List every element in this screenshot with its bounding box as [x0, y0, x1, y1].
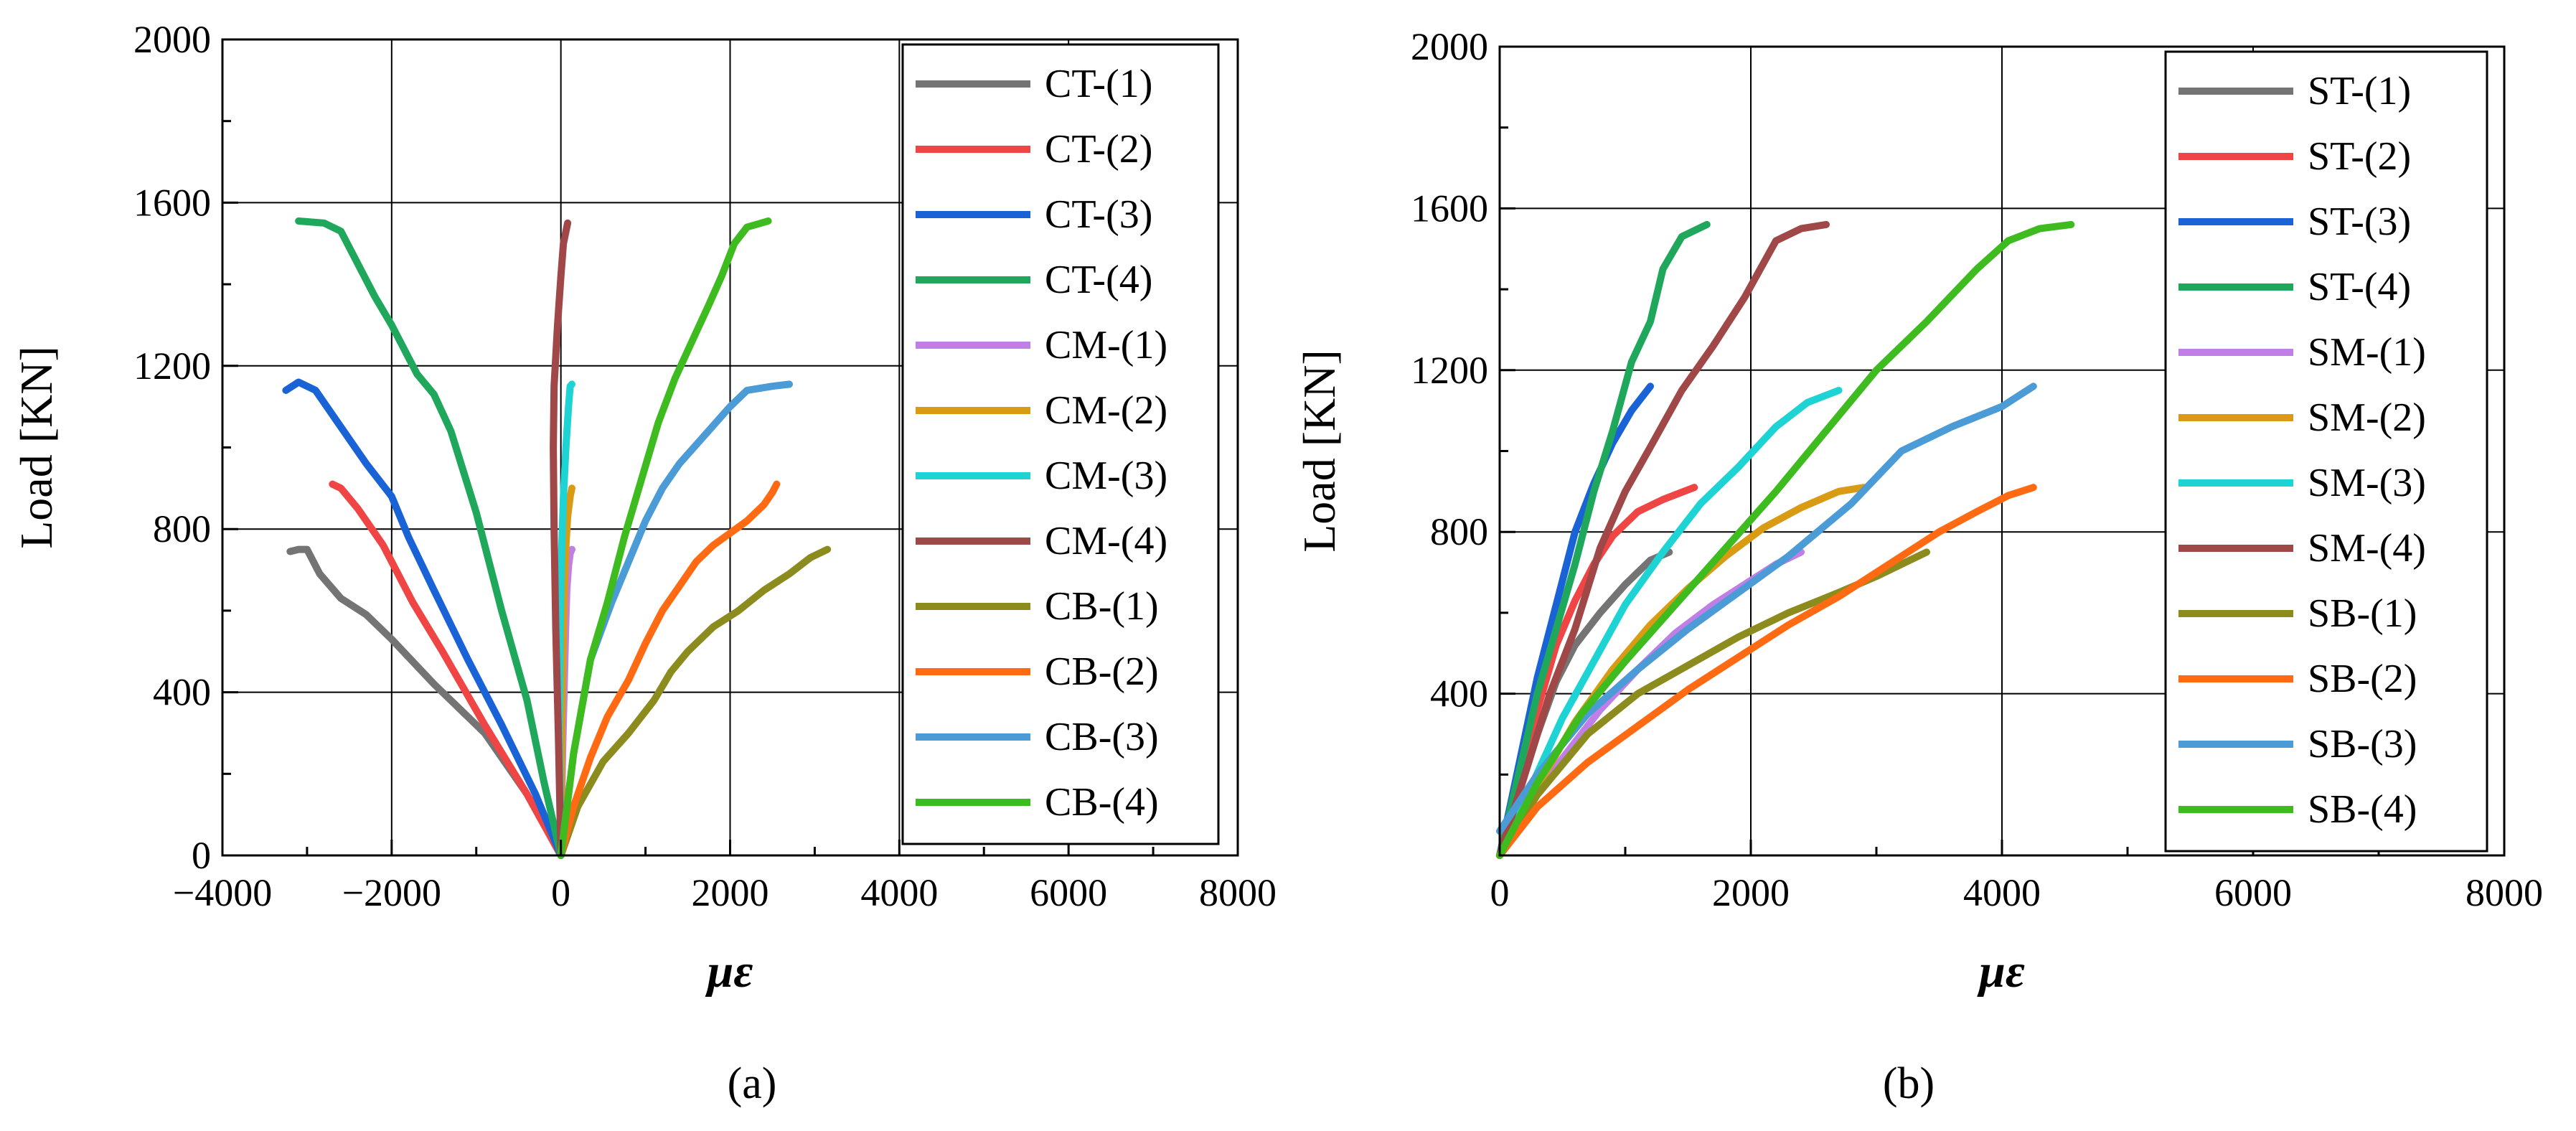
legend-label: SM-(1)	[2308, 330, 2426, 375]
y-tick-label: 1600	[1411, 187, 1488, 230]
legend-label: CM-(2)	[1045, 388, 1167, 433]
x-tick-label: −2000	[342, 871, 441, 914]
series-line-ST-(4)	[1496, 220, 1711, 859]
legend-label: CT-(2)	[1045, 127, 1152, 172]
legend-label: CB-(2)	[1045, 649, 1159, 694]
x-axis-label: με	[1977, 945, 2025, 998]
series-line-CT-(2)	[329, 480, 565, 859]
legend-label: SB-(2)	[2308, 657, 2417, 701]
legend-label: CB-(4)	[1045, 780, 1159, 825]
legend-label: SB-(4)	[2308, 787, 2417, 832]
series-line-CB-(4)	[557, 217, 772, 859]
legend-label: CT-(1)	[1045, 62, 1152, 106]
y-axis-label: Load [KN]	[11, 346, 62, 549]
legend-box	[2164, 50, 2488, 853]
series-line-SM-(3)	[1496, 387, 1843, 859]
legend-label: ST-(2)	[2308, 134, 2411, 179]
legend-label: SB-(3)	[2308, 722, 2417, 766]
y-tick-label: 800	[153, 507, 211, 550]
y-tick-label: 1600	[133, 181, 211, 224]
legend-label: SB-(1)	[2308, 591, 2417, 636]
legend-label: SM-(3)	[2308, 461, 2426, 505]
legend-label: CT-(4)	[1045, 258, 1152, 302]
y-tick-label: 400	[153, 671, 211, 714]
legend-label: ST-(4)	[2308, 265, 2411, 309]
series-line-SB-(3)	[1496, 383, 2037, 835]
x-tick-label: 6000	[1030, 871, 1107, 914]
chart-panel-b: 0 2000 4000 6000 8000 400 800 1200 1600 2000 Load …	[1294, 25, 2543, 998]
legend-label: CB-(3)	[1045, 715, 1159, 759]
x-tick-label: 2000	[1712, 871, 1790, 914]
y-tick-label: 2000	[1411, 25, 1488, 68]
series-line-SB-(4)	[1496, 220, 2075, 859]
caption-b: (b)	[1883, 1059, 1935, 1108]
series-line-CT-(1)	[286, 545, 565, 859]
legend-label: CM-(4)	[1045, 519, 1167, 563]
legend-label: SM-(4)	[2308, 526, 2426, 571]
y-tick-label: 800	[1430, 510, 1488, 553]
x-tick-label: 8000	[2465, 871, 2543, 914]
x-tick-label: 4000	[1963, 871, 2041, 914]
series-line-CT-(3)	[282, 378, 565, 859]
y-tick-label: 0	[192, 834, 211, 877]
x-tick-label: −4000	[173, 871, 272, 914]
x-tick-label: 6000	[2214, 871, 2292, 914]
x-tick-label: 8000	[1199, 871, 1277, 914]
series-line-SM-(4)	[1496, 220, 1830, 859]
legend-label: ST-(3)	[2308, 200, 2411, 244]
legend-label: CT-(3)	[1045, 192, 1152, 237]
legend-label: CM-(1)	[1045, 323, 1167, 367]
x-axis-label: με	[705, 945, 753, 998]
series-line-CM-(4)	[550, 219, 572, 859]
series-line-CB-(1)	[557, 545, 832, 859]
legend-box	[901, 43, 1220, 845]
legend-label: ST-(1)	[2308, 69, 2411, 113]
legend-label: CB-(1)	[1045, 584, 1159, 629]
y-tick-label: 2000	[133, 18, 211, 61]
y-tick-label: 1200	[133, 344, 211, 388]
legend-label: CM-(3)	[1045, 454, 1167, 498]
series-line-SB-(2)	[1496, 484, 2037, 859]
caption-a: (a)	[728, 1059, 777, 1108]
chart-panel-a: −4000 −2000 0 2000 4000 6000 8000 0 400 800 1200 16…	[11, 18, 1277, 998]
series-line-CT-(4)	[295, 217, 565, 859]
series-line-CB-(3)	[557, 380, 793, 859]
y-tick-label: 1200	[1411, 349, 1488, 392]
legend-label: SM-(2)	[2308, 395, 2426, 440]
series-line-CB-(2)	[557, 480, 781, 859]
x-tick-label: 0	[1490, 871, 1510, 914]
x-tick-label: 4000	[860, 871, 938, 914]
x-tick-label: 2000	[692, 871, 769, 914]
y-axis-label: Load [KN]	[1294, 349, 1345, 553]
x-tick-label: 0	[551, 871, 570, 914]
y-tick-label: 400	[1430, 672, 1488, 715]
